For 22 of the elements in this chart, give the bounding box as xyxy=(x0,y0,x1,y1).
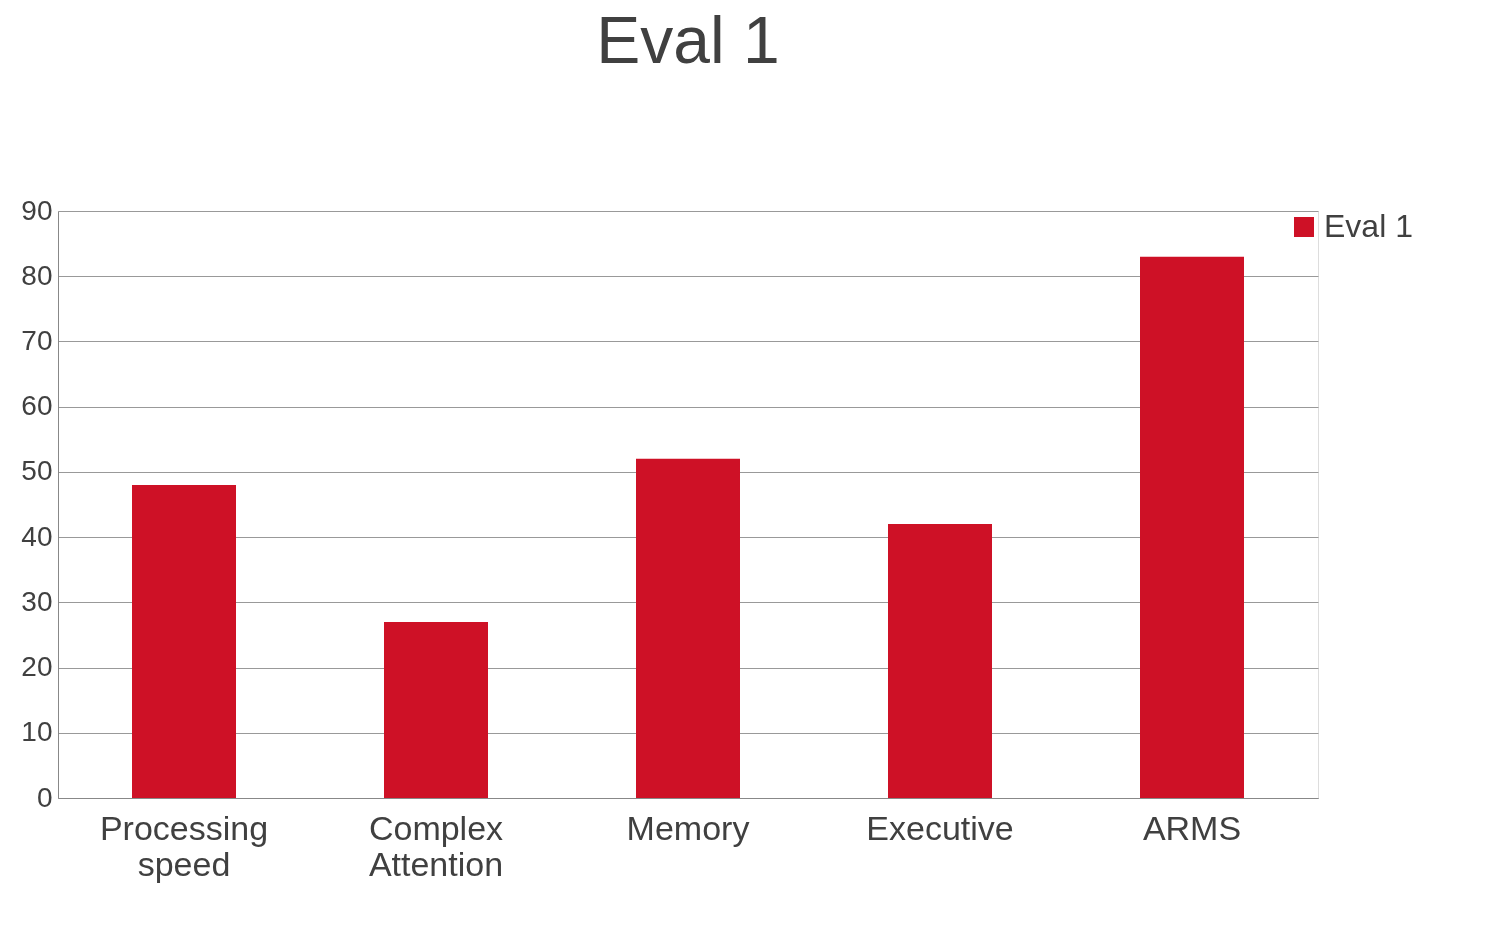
y-tick-label: 10 xyxy=(21,716,53,748)
y-tick-label: 50 xyxy=(21,455,53,487)
x-tick-label: Executive xyxy=(866,808,1014,847)
bar xyxy=(132,484,236,798)
y-tick-label: 20 xyxy=(21,651,53,683)
y-tick-label: 30 xyxy=(21,585,53,617)
legend-label: Eval 1 xyxy=(1324,208,1413,244)
x-tick-label: ARMS xyxy=(1142,808,1242,847)
x-tick-label: Memory xyxy=(626,808,750,847)
bar xyxy=(636,458,740,798)
x-tick-label: Complex Attention xyxy=(368,808,504,883)
y-tick-label: 70 xyxy=(21,324,53,356)
x-tick-label: Processing speed xyxy=(99,808,269,883)
bar xyxy=(1140,256,1244,798)
chart-title: Eval 1 xyxy=(596,3,780,77)
y-tick-label: 0 xyxy=(36,781,53,813)
bar xyxy=(384,621,488,798)
y-tick-label: 80 xyxy=(21,259,53,291)
y-tick-label: 90 xyxy=(21,194,53,226)
y-tick-label: 40 xyxy=(21,520,53,552)
y-tick-label: 60 xyxy=(21,390,53,422)
bar xyxy=(888,524,992,798)
